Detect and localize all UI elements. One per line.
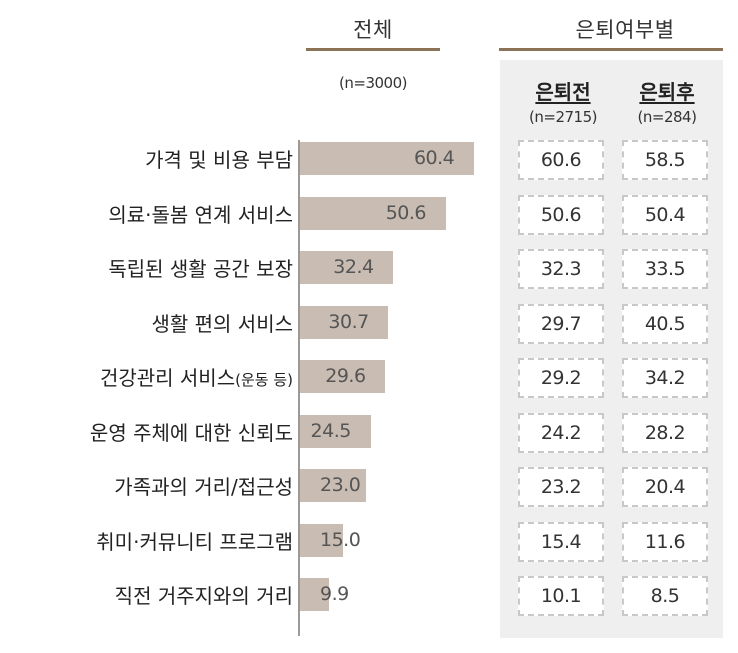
total-header: 전체 <box>353 18 393 42</box>
bar-value-label: 29.6 <box>325 365 366 387</box>
after-retirement-value: 8.5 <box>622 576 708 616</box>
after-retirement-value: 50.4 <box>622 195 708 235</box>
before-retirement-header: 은퇴전 <box>535 80 591 104</box>
before-retirement-value: 29.7 <box>518 304 604 344</box>
bar <box>300 524 344 557</box>
before-retirement-n: (n=2715) <box>529 108 597 126</box>
bar <box>300 469 367 502</box>
bar <box>300 306 389 339</box>
after-retirement-value: 11.6 <box>622 522 708 562</box>
category-label: 직전 거주지와의 거리 <box>114 584 293 608</box>
bar <box>300 360 386 393</box>
total-header-underline <box>306 48 440 51</box>
category-label: 가격 및 비용 부담 <box>145 148 293 172</box>
bar <box>300 251 394 284</box>
category-label: 취미·커뮤니티 프로그램 <box>96 530 293 554</box>
category-label: 독립된 생활 공간 보장 <box>108 257 293 281</box>
category-label: 가족과의 거리/접근성 <box>114 475 293 499</box>
after-retirement-value: 28.2 <box>622 413 708 453</box>
by-retirement-header: 은퇴여부별 <box>575 18 675 42</box>
bar-value-label: 30.7 <box>328 311 369 333</box>
bar-value-label: 32.4 <box>333 256 374 278</box>
category-label: 운영 주체에 대한 신뢰도 <box>89 421 293 445</box>
category-label: 생활 편의 서비스 <box>151 312 293 336</box>
category-label: 건강관리 서비스(운동 등) <box>99 366 293 390</box>
bar-value-label: 15.0 <box>320 529 361 551</box>
after-retirement-value: 20.4 <box>622 467 708 507</box>
after-retirement-value: 58.5 <box>622 140 708 180</box>
bar-axis-line <box>298 140 300 636</box>
bar-value-label: 23.0 <box>320 474 361 496</box>
bar-value-label: 24.5 <box>310 420 352 442</box>
before-retirement-value: 23.2 <box>518 467 604 507</box>
after-retirement-value: 33.5 <box>622 249 708 289</box>
before-retirement-value: 29.2 <box>518 358 604 398</box>
after-retirement-header: 은퇴후 <box>639 80 695 104</box>
before-retirement-value: 24.2 <box>518 413 604 453</box>
bar <box>300 415 371 448</box>
bar-value-label: 9.9 <box>320 583 349 605</box>
before-retirement-value: 32.3 <box>518 249 604 289</box>
by-retirement-header-underline <box>499 48 723 51</box>
total-n-label: (n=3000) <box>339 74 407 92</box>
bar-value-label: 60.4 <box>413 147 455 169</box>
before-retirement-value: 10.1 <box>518 576 604 616</box>
before-retirement-value: 15.4 <box>518 522 604 562</box>
after-retirement-n: (n=284) <box>637 108 697 126</box>
category-label: 의료·돌봄 연계 서비스 <box>108 203 293 227</box>
bar <box>300 142 474 175</box>
after-retirement-value: 34.2 <box>622 358 708 398</box>
bar <box>300 578 329 611</box>
bar-value-label: 50.6 <box>385 202 427 224</box>
after-retirement-value: 40.5 <box>622 304 708 344</box>
before-retirement-value: 50.6 <box>518 195 604 235</box>
bar <box>300 197 446 230</box>
before-retirement-value: 60.6 <box>518 140 604 180</box>
